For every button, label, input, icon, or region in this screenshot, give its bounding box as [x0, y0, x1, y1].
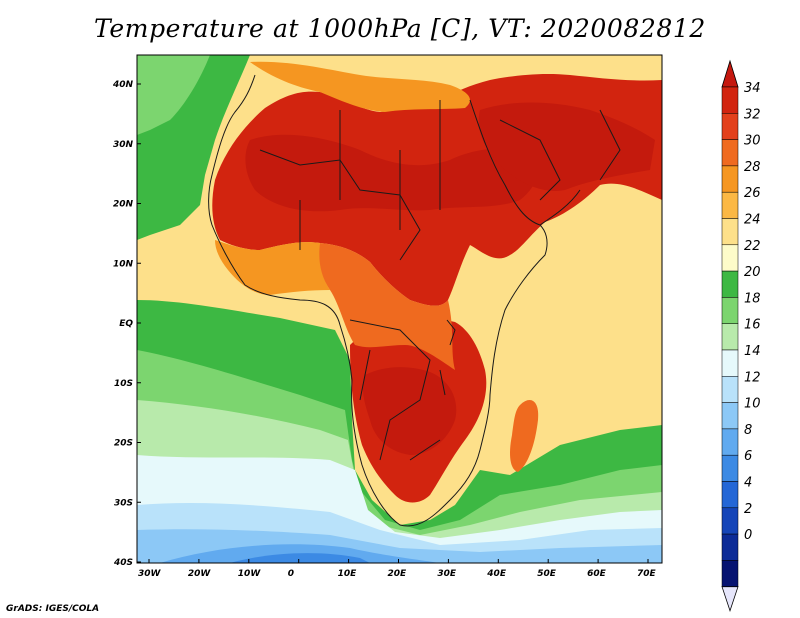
lat-tick-label: 20N [113, 200, 134, 210]
colorbar-label: 24 [744, 213, 761, 228]
colorbar-bottom-arrow [721, 586, 739, 612]
mediterranean-sea [250, 61, 470, 112]
colorbar-label: 4 [744, 476, 752, 491]
colorbar-label: 28 [744, 160, 761, 175]
colorbar-segment [721, 297, 739, 324]
colorbar-segment [721, 376, 739, 403]
colorbar-segment [721, 507, 739, 535]
lat-tick-label: 40N [112, 80, 134, 90]
lat-tick-label: 10N [113, 259, 134, 269]
arabia-core [478, 102, 655, 191]
colorbar-segment [721, 191, 739, 219]
credit-label: GrADS: IGES/COLA [6, 604, 100, 614]
colorbar-top-arrow [721, 59, 739, 88]
colorbar-segment [721, 139, 739, 167]
lat-tick-label: 30S [114, 498, 133, 508]
colorbar-segment [721, 481, 739, 509]
lon-tick-label: 30E [437, 569, 457, 579]
chart-title: Temperature at 1000hPa [C], VT: 20200828… [94, 14, 706, 43]
lat-tick-label: 10S [114, 379, 133, 389]
lon-tick-label: 20E [388, 569, 408, 579]
country-border [349, 319, 441, 461]
lon-tick-label: 10E [338, 569, 358, 579]
lat-tick-label: 40S [113, 558, 133, 568]
colorbar-segment [721, 323, 739, 351]
colorbar-segment [721, 533, 739, 561]
map-field [137, 55, 662, 563]
colorbar-segment [721, 402, 739, 430]
lat-tick-label: 30N [113, 140, 134, 150]
longitude-ticks: 30W 20W 10W 0 10E 20E 30E 40E 50E 60E 70E [138, 559, 657, 579]
colorbar-segment [721, 165, 739, 193]
madagascar [510, 400, 539, 472]
lon-tick-label: 0 [288, 569, 294, 579]
west-africa-warm-region [215, 240, 330, 295]
colorbar-label: 30 [744, 134, 761, 149]
lon-tick-label: 30W [138, 569, 162, 579]
country-border [299, 100, 441, 250]
lon-tick-label: 60E [587, 569, 607, 579]
colorbar-label: 8 [744, 423, 752, 438]
colorbar-label: 26 [744, 186, 761, 201]
colorbar-segment [721, 349, 739, 377]
country-border [259, 149, 421, 261]
colorbar-segment [721, 428, 739, 456]
lon-tick-label: 20W [188, 569, 212, 579]
sahara-core [245, 134, 539, 212]
country-border [499, 109, 621, 201]
colorbar-label: 34 [744, 81, 761, 96]
lon-tick-label: 10W [238, 569, 262, 579]
colorbar-label: 18 [744, 291, 761, 306]
central-africa-warm-region [318, 243, 455, 370]
colorbar-label: 10 [744, 397, 761, 412]
colorbar-label: 22 [744, 239, 761, 254]
colorbar-segment [721, 560, 739, 587]
lon-tick-label: 40E [486, 569, 507, 579]
lon-tick-label: 70E [637, 569, 657, 579]
colorbar-segment [721, 270, 739, 298]
colorbar-segment [721, 218, 739, 246]
latitude-ticks: 40N 30N 20N 10N EQ 10S 20S 30S 40S [112, 80, 141, 568]
colorbar-label: 32 [744, 107, 761, 122]
colorbar-segment [721, 454, 739, 482]
colorbar-label: 2 [744, 502, 752, 517]
colorbar-label: 20 [744, 265, 761, 280]
colorbar-label: 6 [744, 449, 752, 464]
great-lakes [439, 319, 456, 396]
colorbar-label: 16 [744, 318, 761, 333]
red-sea-coast [469, 99, 581, 226]
north-atlantic-lightgreen-band [137, 55, 210, 135]
lat-tick-label: 20S [114, 439, 133, 449]
country-boundaries [208, 74, 621, 527]
colorbar-segment [721, 86, 739, 114]
colorbar-label: 0 [744, 528, 752, 543]
lon-tick-label: 50E [537, 569, 557, 579]
colorbar-segment [721, 113, 739, 140]
colorbar-label: 14 [744, 344, 761, 359]
map-frame [136, 54, 663, 564]
colorbar-label: 12 [744, 370, 761, 385]
africa-coastline [208, 74, 548, 527]
lat-tick-label: EQ [119, 319, 133, 329]
southern-ocean-darkerblue-band [230, 553, 370, 563]
colorbar-segment [721, 244, 739, 272]
